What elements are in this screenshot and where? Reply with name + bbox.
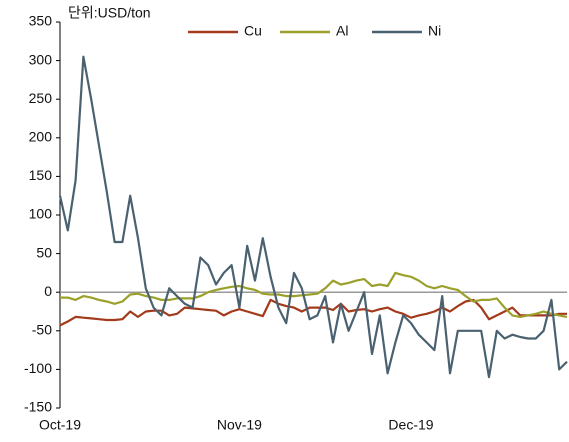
y-tick-label: -150 — [24, 399, 52, 415]
y-tick-label: 150 — [29, 167, 53, 183]
x-tick-label: Nov-19 — [217, 417, 262, 433]
unit-annotation: 단위:USD/ton — [68, 5, 151, 21]
series-line — [59, 298, 567, 327]
series-line — [60, 271, 568, 318]
y-tick-label: 100 — [29, 206, 53, 222]
legend-label: Cu — [244, 23, 262, 39]
y-tick-label: 50 — [36, 244, 52, 260]
y-tick-label: 200 — [29, 129, 53, 145]
series-line — [58, 55, 568, 379]
y-tick-label: -100 — [24, 360, 52, 376]
y-tick-label: 250 — [29, 90, 53, 106]
y-tick-label: -50 — [32, 322, 52, 338]
legend-label: Al — [336, 23, 348, 39]
y-tick-label: 0 — [44, 283, 52, 299]
y-tick-label: 300 — [29, 51, 53, 67]
x-tick-label: Oct-19 — [39, 417, 81, 433]
x-tick-label: Dec-19 — [388, 417, 433, 433]
legend-label: Ni — [428, 23, 441, 39]
y-tick-label: 350 — [29, 13, 53, 29]
